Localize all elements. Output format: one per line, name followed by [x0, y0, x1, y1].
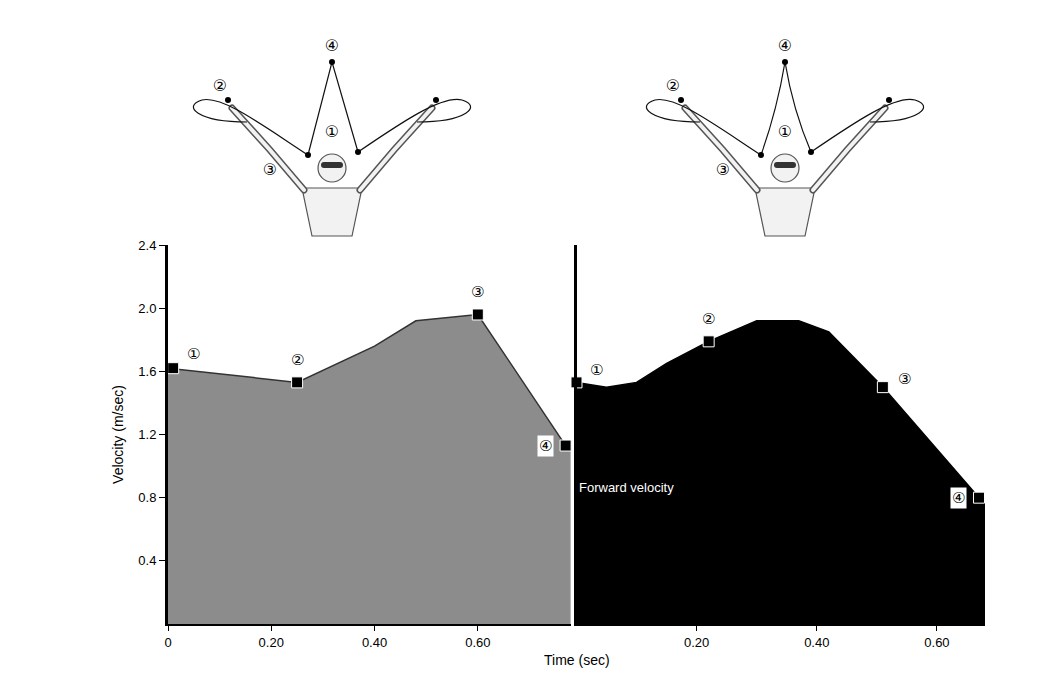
svg-text:2.0: 2.0: [138, 301, 156, 316]
svg-text:②: ②: [291, 351, 304, 369]
svg-text:2.4: 2.4: [138, 238, 156, 253]
svg-text:④: ④: [325, 36, 339, 55]
svg-text:③: ③: [716, 160, 730, 179]
svg-text:0.20: 0.20: [684, 635, 709, 650]
svg-text:④: ④: [539, 437, 552, 455]
svg-text:①: ①: [778, 122, 792, 141]
svg-text:0: 0: [164, 635, 171, 650]
svg-text:Forward velocity: Forward velocity: [579, 480, 674, 495]
svg-text:④: ④: [778, 36, 792, 55]
svg-text:①: ①: [325, 122, 339, 141]
svg-text:②: ②: [702, 310, 715, 328]
svg-text:0.8: 0.8: [138, 490, 156, 505]
svg-text:0.4: 0.4: [138, 553, 156, 568]
svg-text:0.20: 0.20: [259, 635, 284, 650]
svg-text:1.2: 1.2: [138, 427, 156, 442]
svg-text:Velocity (m/sec): Velocity (m/sec): [110, 385, 126, 484]
svg-text:③: ③: [263, 160, 277, 179]
svg-text:④: ④: [952, 489, 965, 507]
svg-text:0.60: 0.60: [465, 635, 490, 650]
svg-text:①: ①: [590, 361, 603, 379]
svg-text:Time (sec): Time (sec): [544, 652, 610, 668]
svg-text:②: ②: [213, 76, 227, 95]
svg-text:1.6: 1.6: [138, 364, 156, 379]
svg-text:③: ③: [471, 283, 484, 301]
svg-text:①: ①: [187, 345, 200, 363]
svg-text:0.60: 0.60: [924, 635, 949, 650]
svg-text:②: ②: [666, 76, 680, 95]
svg-text:③: ③: [898, 370, 911, 388]
svg-text:0.40: 0.40: [804, 635, 829, 650]
svg-text:0.40: 0.40: [362, 635, 387, 650]
